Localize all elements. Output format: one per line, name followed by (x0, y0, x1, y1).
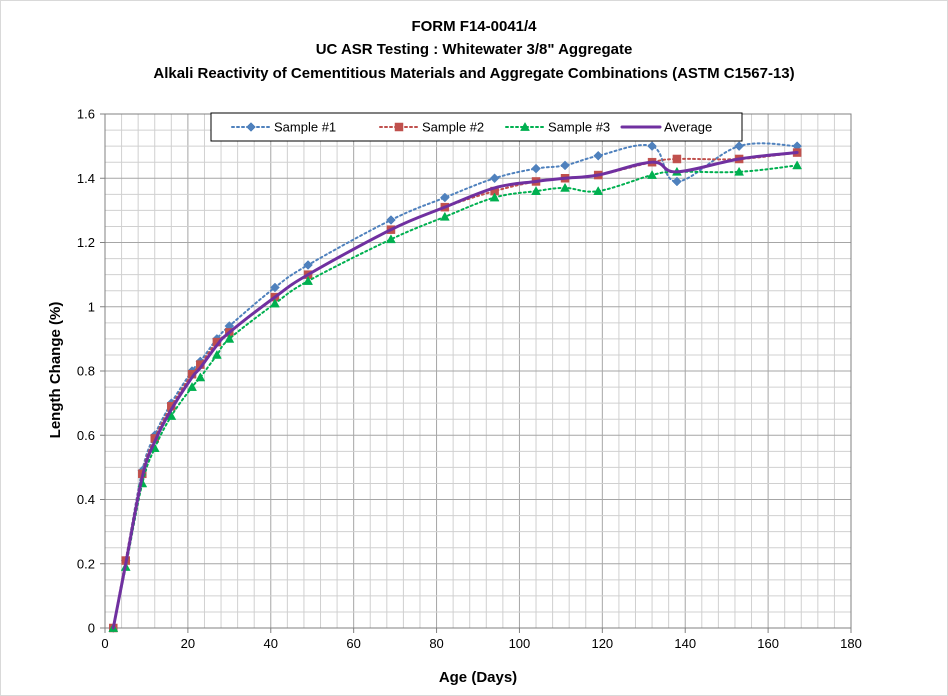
x-tick-label: 100 (509, 636, 531, 651)
data-point-sample-3 (560, 182, 570, 192)
chart-title-line-1: FORM F14-0041/4 (411, 18, 537, 35)
legend-entry-sample-3: Sample #3 (505, 120, 610, 135)
data-point-sample-3 (269, 298, 280, 308)
data-point-sample-3 (439, 211, 450, 221)
data-point-sample-2 (672, 154, 682, 164)
y-tick-label: 0.8 (77, 364, 95, 379)
x-tick-label: 0 (101, 636, 108, 651)
chart-title-line-2: UC ASR Testing : Whitewater 3/8" Aggrega… (316, 41, 633, 58)
series-average (111, 151, 799, 630)
data-point-sample-3 (211, 349, 222, 359)
x-tick-label: 60 (346, 636, 360, 651)
x-tick-label: 20 (181, 636, 195, 651)
legend-label: Sample #1 (274, 120, 336, 135)
data-point-sample-1 (560, 160, 570, 171)
series-line-average (111, 151, 799, 630)
legend-entry-average: Average (620, 120, 712, 135)
y-tick-label: 0.6 (77, 428, 95, 443)
x-tick-label: 160 (757, 636, 779, 651)
y-tick-label: 0.2 (77, 556, 95, 571)
data-point-sample-1 (531, 163, 541, 174)
legend-swatch-marker (520, 121, 530, 131)
x-tick-label: 80 (429, 636, 443, 651)
data-point-sample-1 (270, 282, 280, 293)
data-point-sample-1 (303, 260, 313, 270)
data-point-sample-1 (386, 215, 396, 225)
x-axis-title: Age (Days) (439, 669, 517, 686)
legend-swatch-marker (394, 122, 404, 132)
legend-entry-sample-1: Sample #1 (231, 120, 336, 135)
chart-title-line-3: Alkali Reactivity of Cementitious Materi… (153, 65, 794, 82)
data-point-sample-3 (224, 333, 235, 343)
data-point-sample-3 (531, 186, 541, 195)
data-point-sample-3 (489, 192, 500, 202)
data-point-sample-1 (734, 141, 744, 151)
x-tick-label: 180 (840, 636, 862, 651)
y-tick-label: 0.4 (77, 492, 95, 507)
chart-title: FORM F14-0041/4 UC ASR Testing : Whitewa… (153, 18, 794, 82)
data-point-sample-3 (303, 276, 314, 285)
y-tick-label: 1.2 (77, 235, 95, 250)
x-tick-label: 40 (264, 636, 278, 651)
legend-label: Sample #3 (548, 120, 610, 135)
data-point-sample-3 (187, 382, 197, 391)
data-point-sample-1 (439, 192, 450, 203)
legend-entry-sample-2: Sample #2 (379, 120, 484, 135)
series-layer (108, 141, 803, 633)
data-point-sample-1 (672, 176, 682, 187)
data-point-sample-3 (734, 166, 745, 176)
y-tick-label: 1 (88, 299, 95, 314)
tick-labels: 0 20 40 60 80 100 120 140 160 180 0 0.2 0.4 0.6 0.8 1 1.… (77, 107, 862, 652)
y-tick-label: 1.4 (77, 171, 95, 186)
data-point-sample-1 (593, 150, 604, 161)
legend: Sample #1 Sample #2 Sample #3 Average (210, 112, 743, 142)
data-point-sample-3 (386, 234, 396, 244)
data-point-sample-1 (647, 141, 657, 151)
y-axis-title: Length Change (%) (47, 302, 64, 439)
y-tick-label: 1.6 (77, 107, 95, 122)
data-point-sample-3 (792, 160, 803, 170)
legend-label: Average (664, 120, 712, 135)
x-tick-label: 140 (674, 636, 696, 651)
data-point-sample-3 (195, 372, 206, 382)
data-point-sample-3 (593, 186, 604, 195)
data-point-sample-3 (647, 170, 657, 179)
data-point-sample-1 (489, 173, 500, 184)
y-tick-label: 0 (88, 621, 95, 636)
series-sample-1 (108, 141, 802, 633)
x-tick-label: 120 (591, 636, 613, 651)
legend-swatch-marker (246, 122, 256, 132)
legend-label: Sample #2 (422, 120, 484, 135)
